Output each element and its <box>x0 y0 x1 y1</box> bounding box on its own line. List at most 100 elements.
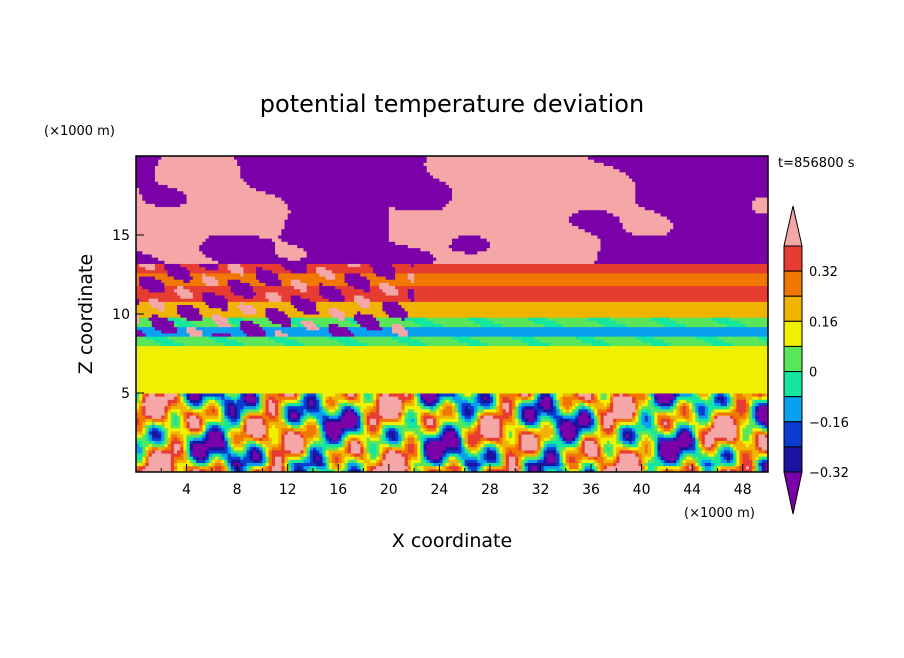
contour-cell <box>306 437 314 441</box>
contour-cell <box>736 402 747 407</box>
contour-cell <box>275 329 282 334</box>
contour-cell <box>707 399 715 403</box>
contour-cell <box>632 415 636 419</box>
contour-cell <box>480 399 491 403</box>
contour-cell <box>136 342 162 347</box>
contour-cell <box>199 424 203 429</box>
contour-cell <box>651 437 655 441</box>
contour-cell <box>205 402 210 407</box>
contour-cell <box>575 418 579 422</box>
contour-cell <box>148 453 153 457</box>
contour-cell <box>401 440 406 445</box>
contour-cell <box>388 437 393 441</box>
contour-cell <box>208 437 222 441</box>
contour-cell <box>142 396 146 400</box>
contour-cell <box>613 402 636 407</box>
contour-cell <box>647 459 655 464</box>
contour-cell <box>395 266 768 271</box>
contour-cell <box>170 430 181 435</box>
contour-cell <box>502 446 507 451</box>
contour-cell <box>651 446 655 451</box>
contour-cell <box>660 418 671 422</box>
contour-cell <box>319 393 323 397</box>
contour-cell <box>458 418 462 422</box>
contour-cell <box>616 418 633 422</box>
contour-cell <box>404 307 768 312</box>
contour-cell <box>764 393 768 397</box>
contour-cell <box>404 434 409 438</box>
contour-cell <box>477 424 481 429</box>
contour-cell <box>284 462 289 467</box>
contour-cell <box>227 402 235 407</box>
contour-cell <box>676 393 681 397</box>
contour-cell <box>369 263 393 268</box>
contour-cell <box>436 430 440 435</box>
contour-cell <box>426 443 459 448</box>
contour-cell <box>275 339 298 343</box>
contour-cell <box>613 421 617 426</box>
contour-cell <box>173 276 194 280</box>
contour-cell <box>531 430 535 435</box>
contour-cell <box>360 408 365 413</box>
contour-cell <box>376 405 380 410</box>
contour-cell <box>562 393 573 397</box>
contour-cell <box>240 462 244 467</box>
contour-cell <box>316 456 320 460</box>
contour-cell <box>578 408 589 413</box>
contour-cell <box>325 449 330 454</box>
contour-cell <box>764 430 768 435</box>
contour-cell <box>581 399 589 403</box>
contour-cell <box>423 437 428 441</box>
contour-cell <box>549 393 554 397</box>
contour-cell <box>673 402 677 407</box>
contour-cell <box>442 408 453 413</box>
contour-cell <box>594 427 598 432</box>
contour-cell <box>180 424 184 429</box>
contour-cell <box>736 424 741 429</box>
contour-cell <box>597 408 608 413</box>
contour-cell <box>480 424 500 429</box>
contour-cell <box>136 291 178 296</box>
contour-cell <box>268 427 279 432</box>
contour-cell <box>730 446 734 451</box>
contour-cell <box>499 449 504 454</box>
contour-cell <box>739 418 747 422</box>
contour-cell <box>177 304 194 309</box>
contour-cell <box>410 468 415 472</box>
contour-cell <box>670 418 674 422</box>
contour-cell <box>278 291 320 296</box>
contour-cell <box>439 424 444 429</box>
contour-cell <box>259 279 282 283</box>
contour-cell <box>676 424 681 429</box>
contour-cell <box>733 437 737 441</box>
contour-cell <box>300 456 304 460</box>
contour-cell <box>407 424 418 429</box>
contour-cell <box>230 323 238 328</box>
contour-cell <box>578 462 583 467</box>
contour-cell <box>268 415 276 419</box>
contour-cell <box>335 402 339 407</box>
contour-cell <box>521 430 532 435</box>
contour-cell <box>275 405 279 410</box>
contour-cell <box>404 459 409 464</box>
contour-cell <box>180 393 184 397</box>
contour-cell <box>322 402 327 407</box>
contour-cell <box>436 399 440 403</box>
contour-cell <box>575 443 579 448</box>
contour-cell <box>426 453 444 457</box>
contour-cell <box>452 462 456 467</box>
contour-cell <box>426 156 589 160</box>
contour-cell <box>325 396 330 400</box>
contour-cell <box>692 405 696 410</box>
contour-cell <box>439 434 444 438</box>
contour-cell <box>701 396 709 400</box>
contour-cell <box>758 449 766 454</box>
contour-cell <box>312 468 320 472</box>
contour-cell <box>568 465 579 470</box>
contour-cell <box>237 408 241 413</box>
contour-cell <box>594 418 598 422</box>
contour-cell <box>319 424 323 429</box>
contour-cell <box>600 443 605 448</box>
contour-cell <box>654 465 658 470</box>
contour-cell <box>483 415 494 419</box>
